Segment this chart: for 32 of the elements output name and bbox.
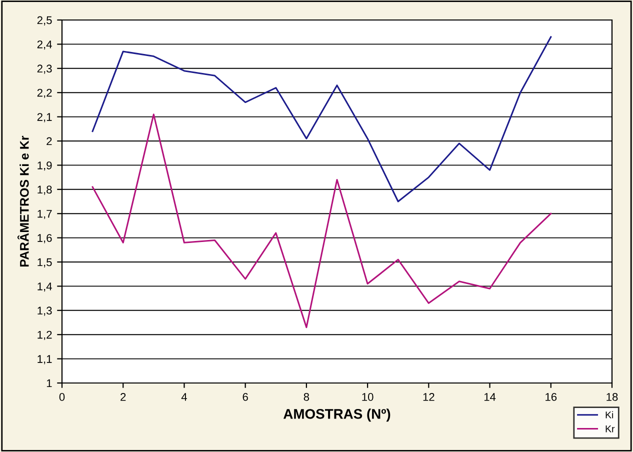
- y-tick-label: 2,3: [37, 64, 52, 74]
- line-series: [92, 114, 552, 328]
- y-axis-title: PARÂMETROS Ki e Kr: [17, 136, 29, 267]
- x-axis-title: AMOSTRAS (Nº): [284, 408, 390, 422]
- y-tick-label: 2: [46, 137, 52, 146]
- y-tick-label: 1,6: [38, 234, 52, 244]
- y-tick-label: 1,7: [38, 210, 52, 220]
- x-tick-label: 10: [362, 393, 374, 401]
- x-tick-label: 6: [242, 393, 248, 401]
- y-tick-label: 1,8: [38, 186, 52, 195]
- x-tick-label: 14: [484, 393, 496, 401]
- y-tick-label: 1,5: [38, 258, 52, 268]
- y-tick-label: 2,1: [37, 113, 52, 122]
- x-tick-label: 2: [120, 393, 126, 401]
- y-tick-label: 2,4: [37, 40, 52, 50]
- y-tick-label: 1,1: [38, 355, 52, 364]
- y-tick-label: 1: [46, 379, 52, 388]
- y-tick-label: 2,5: [37, 16, 52, 26]
- y-tick-label: 1,4: [38, 282, 52, 292]
- legend-label: Kr: [606, 426, 615, 432]
- y-tick-label: 1,3: [38, 306, 52, 316]
- line-series: [92, 36, 552, 202]
- x-tick-label: 18: [606, 393, 618, 401]
- y-tick-label: 2,2: [37, 88, 52, 98]
- x-tick-label: 8: [304, 393, 310, 401]
- x-tick-label: 16: [546, 393, 557, 401]
- x-tick-label: 12: [423, 393, 434, 401]
- x-tick-label: 0: [59, 393, 65, 401]
- y-tick-label: 1,2: [38, 330, 52, 340]
- legend-label: Ki: [606, 411, 614, 418]
- x-tick-label: 4: [181, 393, 187, 401]
- y-tick-label: 1,9: [38, 161, 52, 171]
